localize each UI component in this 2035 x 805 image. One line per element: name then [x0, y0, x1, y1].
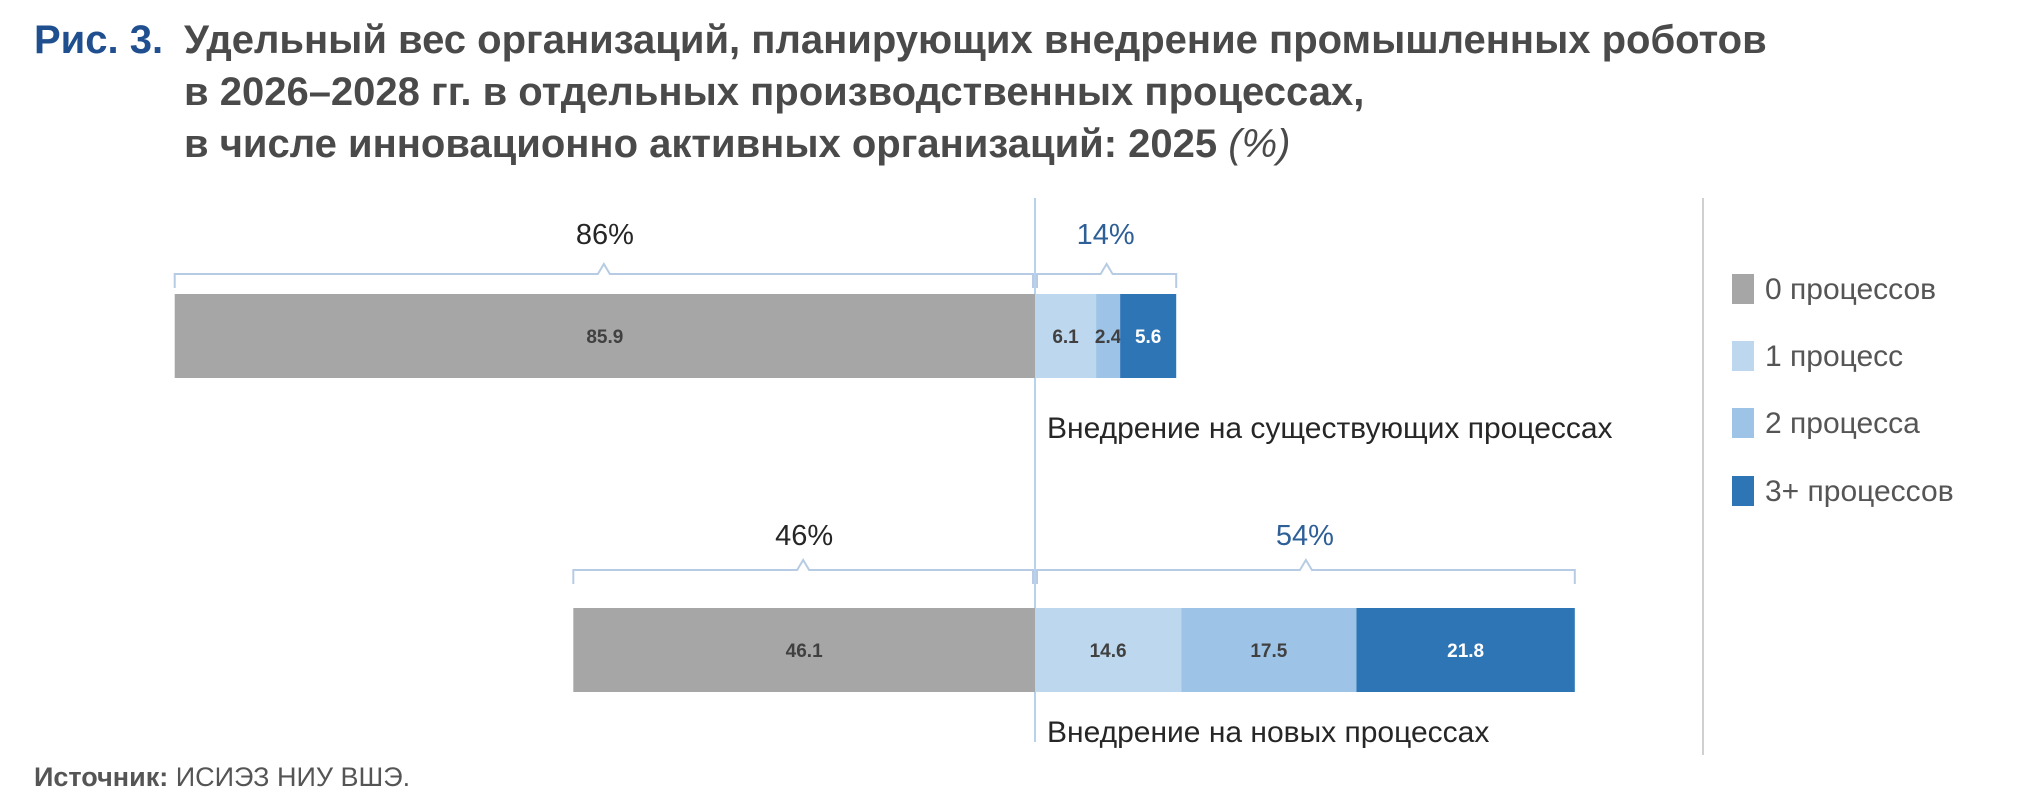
bar-1-label-2: 17.5 — [1250, 641, 1287, 662]
bar-1-right-total: 54% — [1276, 520, 1334, 552]
source-text: ИСИЭЗ НИУ ВШЭ. — [175, 762, 411, 792]
bar-0-left-bracket — [173, 262, 1034, 288]
bar-0-label-0: 85.9 — [586, 327, 623, 348]
bar-1-segment-1 — [1035, 608, 1182, 692]
source-note: Источник: ИСИЭЗ НИУ ВШЭ. — [34, 762, 410, 793]
bar-0-segment-1 — [1035, 294, 1097, 378]
source-label: Источник: — [34, 762, 169, 792]
bar-1-left-total: 46% — [775, 520, 833, 552]
bar-0-left-total: 86% — [576, 219, 634, 251]
bar-0-segment-0 — [174, 294, 1036, 378]
legend-swatch-3 — [1732, 476, 1754, 506]
bar-1-label-1: 14.6 — [1090, 641, 1127, 662]
bar-1-segment-0 — [573, 608, 1035, 692]
legend-swatch-1 — [1732, 341, 1754, 371]
legend-label-0: 0 процессов — [1765, 273, 1936, 306]
title-line-3: в числе инновационно активных организаци… — [184, 118, 1291, 170]
bar-0-label-2: 2.4 — [1095, 327, 1122, 348]
legend-swatch-2 — [1732, 408, 1754, 438]
bar-1-segment-2 — [1181, 608, 1357, 692]
bar-0-label-3: 5.6 — [1135, 327, 1161, 348]
legend-label-2: 2 процесса — [1765, 407, 1920, 440]
bar-1-category-label: Внедрение на новых процессах — [1047, 716, 1489, 749]
bar-1-right-bracket — [1036, 558, 1576, 584]
chart: 85.9 6.1 2.4 5.6 86% 14% Внедрение на существу… — [173, 198, 1954, 755]
legend-swatch-0 — [1732, 274, 1754, 304]
title-line-2: в 2026–2028 гг. в отдельных производстве… — [184, 70, 1365, 114]
title-unit: (%) — [1228, 122, 1291, 166]
bar-0-segment-3 — [1120, 294, 1177, 378]
bar-1-segment-3 — [1356, 608, 1575, 692]
title-line-3-text: в числе инновационно активных организаци… — [184, 122, 1218, 166]
bar-0-category-label: Внедрение на существующих процессах — [1047, 412, 1613, 445]
legend-label-3: 3+ процессов — [1765, 475, 1954, 508]
bar-1-label-0: 46.1 — [786, 641, 823, 662]
legend-label-1: 1 процесс — [1765, 340, 1903, 373]
bar-0-label-1: 6.1 — [1052, 327, 1079, 348]
figure-number: Рис. 3. — [34, 18, 164, 62]
bar-0-right-bracket — [1036, 262, 1178, 288]
bar-1-left-bracket — [572, 558, 1034, 584]
bar-1-label-3: 21.8 — [1447, 641, 1484, 662]
bar-0-segment-2 — [1096, 294, 1121, 378]
bar-0-right-total: 14% — [1077, 219, 1135, 251]
title-line-1: Удельный вес организаций, планирующих вн… — [184, 18, 1767, 62]
